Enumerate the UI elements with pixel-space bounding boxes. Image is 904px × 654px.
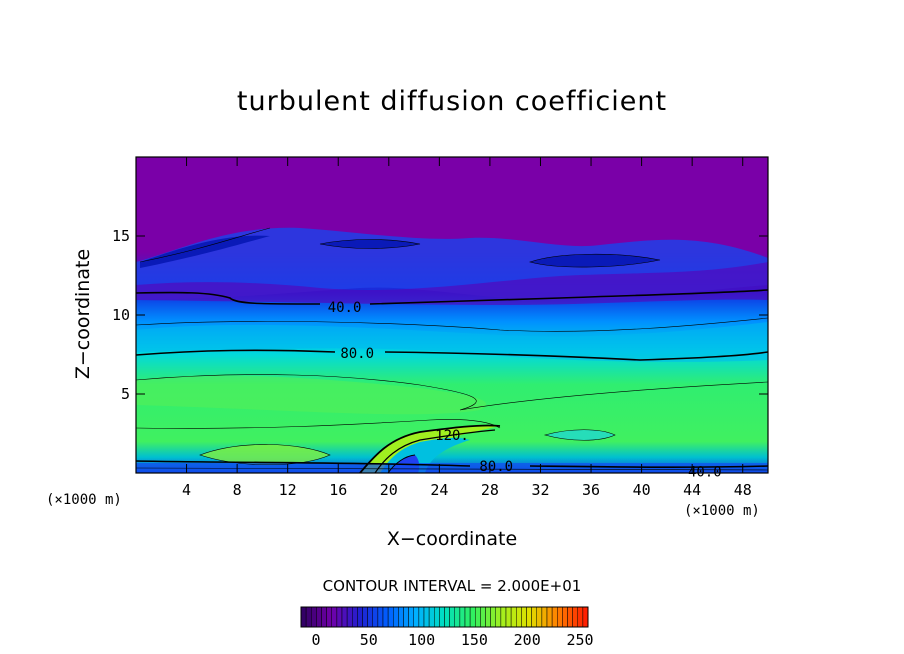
chart-title: turbulent diffusion coefficient xyxy=(236,86,668,117)
colorbar-swatch xyxy=(341,606,348,628)
colorbar-swatch xyxy=(480,606,486,628)
colorbar-swatch xyxy=(377,606,384,628)
colorbar-tick-label: 0 xyxy=(311,631,321,649)
colorbar-swatch xyxy=(490,606,496,628)
y-tick-marks xyxy=(136,235,768,395)
colorbar-swatch xyxy=(541,606,548,628)
colorbar-swatch xyxy=(557,606,563,628)
field-layer xyxy=(136,157,768,473)
colorbar-swatch xyxy=(423,606,430,628)
colorbar-swatch xyxy=(357,606,363,628)
x-tick-label: 16 xyxy=(329,481,348,499)
colorbar-swatch xyxy=(300,606,307,628)
colorbar-swatch xyxy=(459,606,466,628)
colorbar-swatch xyxy=(346,606,353,628)
colorbar-swatch xyxy=(536,606,543,628)
colorbar-swatch xyxy=(572,606,578,628)
x-tick-label: 20 xyxy=(379,481,398,499)
y-tick-label: 5 xyxy=(120,385,130,403)
colorbar-swatch xyxy=(336,606,343,628)
colorbar-swatch xyxy=(562,606,568,628)
colorbar-swatch xyxy=(403,606,409,628)
colorbar-swatch xyxy=(500,606,507,628)
colorbar-swatch xyxy=(567,606,573,628)
contour-value-label: 80.0 xyxy=(340,346,374,362)
colorbar-swatch xyxy=(577,606,584,628)
colorbar-swatch xyxy=(469,606,476,628)
colorbar-swatch xyxy=(408,606,414,628)
colorbar-swatch xyxy=(326,606,332,628)
x-tick-label: 8 xyxy=(232,481,242,499)
colorbar-swatch xyxy=(444,606,450,628)
colorbar-swatch xyxy=(546,606,553,628)
colorbar-tick-label: 50 xyxy=(359,631,378,649)
colorbar-swatch xyxy=(398,606,404,628)
colorbar-swatch xyxy=(531,606,537,628)
colorbar-swatch xyxy=(428,606,435,628)
colorbar-tick-label: 250 xyxy=(566,631,594,649)
colorbar-swatch xyxy=(311,606,317,628)
colorbar-tick-label: 150 xyxy=(460,631,488,649)
contour-value-label: 80.0 xyxy=(479,459,513,475)
colorbar-swatch xyxy=(321,606,327,628)
x-tick-label: 32 xyxy=(531,481,550,499)
colorbar-swatch xyxy=(551,606,558,628)
x-tick-label: 48 xyxy=(733,481,752,499)
colorbar-swatch xyxy=(316,606,322,628)
colorbar xyxy=(300,606,589,628)
colorbar-swatch xyxy=(510,606,517,628)
contour-value-label: 120. xyxy=(435,428,469,444)
colorbar-tick-label: 200 xyxy=(513,631,541,649)
colorbar-swatch xyxy=(485,606,491,628)
contour-label-group: 40.0 80.0 120. 80.0 40.0 xyxy=(328,300,722,480)
x-tick-marks xyxy=(186,157,744,473)
colorbar-swatch xyxy=(464,606,471,628)
colorbar-swatch xyxy=(582,606,589,628)
x-tick-label: 28 xyxy=(480,481,499,499)
colorbar-swatch xyxy=(449,606,455,628)
x-tick-label: 44 xyxy=(683,481,702,499)
y-tick-label: 15 xyxy=(111,227,130,245)
colorbar-swatch xyxy=(382,606,389,628)
colorbar-swatch xyxy=(454,606,461,628)
x-tick-label: 4 xyxy=(182,481,192,499)
x-tick-label: 40 xyxy=(632,481,651,499)
colorbar-swatch xyxy=(372,606,379,628)
x-tick-label: 36 xyxy=(582,481,601,499)
y-tick-label: 10 xyxy=(111,306,130,324)
y-axis-label: Z−coordinate xyxy=(72,248,94,380)
colorbar-swatch xyxy=(495,606,502,628)
contour-value-label: 40.0 xyxy=(328,300,362,316)
contour-value-label: 40.0 xyxy=(688,464,722,480)
colorbar-swatch xyxy=(413,606,420,628)
colorbar-swatch xyxy=(393,606,399,628)
colorbar-swatch xyxy=(352,606,358,628)
contour-interval-label: CONTOUR INTERVAL = 2.000E+01 xyxy=(322,577,582,595)
colorbar-frame xyxy=(300,606,589,628)
colorbar-swatch xyxy=(526,606,532,628)
x-unit-left: (×1000 m) xyxy=(46,492,122,508)
colorbar-swatch xyxy=(362,606,368,628)
colorbar-swatch xyxy=(439,606,445,628)
x-tick-label: 24 xyxy=(430,481,449,499)
colorbar-swatch xyxy=(331,606,338,628)
x-axis-label: X−coordinate xyxy=(386,528,518,550)
colorbar-swatch xyxy=(305,606,312,628)
x-unit-right: (×1000 m) xyxy=(684,503,760,519)
colorbar-swatch xyxy=(434,606,440,628)
colorbar-swatch xyxy=(475,606,481,628)
colorbar-swatch xyxy=(505,606,512,628)
colorbar-swatch xyxy=(521,606,527,628)
colorbar-swatch xyxy=(418,606,425,628)
x-tick-label: 12 xyxy=(278,481,297,499)
colorbar-tick-label: 100 xyxy=(408,631,436,649)
colorbar-swatch xyxy=(516,606,522,628)
colorbar-swatch xyxy=(367,606,373,628)
colorbar-swatch xyxy=(387,606,394,628)
